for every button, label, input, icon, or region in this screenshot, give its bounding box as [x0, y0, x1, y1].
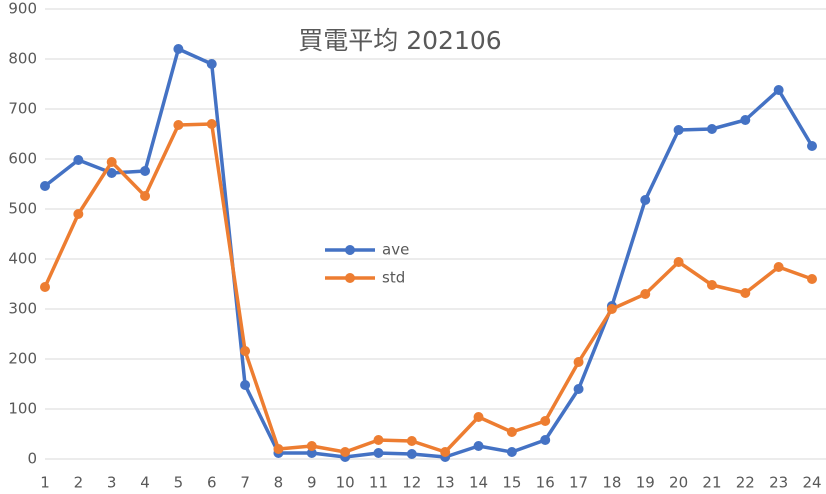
x-tick-label: 10: [336, 474, 355, 492]
x-tick-label: 13: [436, 474, 455, 492]
x-tick-label: 5: [174, 474, 184, 492]
x-tick-label: 1: [40, 474, 50, 492]
data-point: [673, 257, 684, 267]
x-tick-label: 23: [769, 474, 788, 492]
x-tick-label: 14: [469, 474, 488, 492]
data-point: [640, 289, 651, 299]
data-point: [340, 447, 351, 457]
data-point: [473, 441, 484, 451]
data-point: [540, 435, 551, 445]
data-point: [140, 166, 151, 176]
x-tick-label: 8: [274, 474, 284, 492]
data-point: [606, 304, 617, 314]
data-point: [740, 288, 751, 298]
legend-label: std: [382, 269, 405, 287]
data-point: [173, 44, 184, 54]
y-tick-label: 200: [8, 350, 37, 368]
data-point: [406, 449, 417, 459]
data-point: [306, 448, 317, 458]
x-tick-label: 16: [536, 474, 555, 492]
x-tick-label: 11: [369, 474, 388, 492]
x-tick-label: 2: [74, 474, 84, 492]
y-tick-label: 700: [8, 100, 37, 118]
data-point: [406, 436, 417, 446]
x-tick-label: 9: [307, 474, 317, 492]
x-tick-label: 18: [602, 474, 621, 492]
data-point: [506, 447, 517, 457]
data-point: [206, 119, 217, 129]
x-tick-label: 4: [140, 474, 150, 492]
data-point: [506, 427, 517, 437]
data-point: [573, 357, 584, 367]
series-line: [43, 122, 813, 454]
x-tick-label: 3: [107, 474, 117, 492]
legend-marker: [345, 273, 355, 283]
data-point: [573, 384, 584, 394]
data-point: [106, 168, 117, 178]
x-tick-label: 21: [702, 474, 721, 492]
y-tick-label: 500: [8, 200, 37, 218]
x-tick-label: 20: [669, 474, 688, 492]
x-tick-label: 12: [402, 474, 421, 492]
x-tick-label: 22: [736, 474, 755, 492]
y-tick-label: 0: [27, 450, 37, 468]
data-point: [173, 120, 184, 130]
data-point: [273, 444, 284, 454]
series-line: [43, 47, 814, 459]
data-point: [73, 209, 84, 219]
data-point: [740, 115, 751, 125]
data-point: [706, 124, 717, 134]
data-point: [106, 157, 117, 167]
y-tick-label: 800: [8, 50, 37, 68]
y-tick-label: 300: [8, 300, 37, 318]
data-point: [773, 262, 784, 272]
x-tick-label: 17: [569, 474, 588, 492]
x-tick-label: 19: [636, 474, 655, 492]
legend-label: ave: [382, 241, 409, 259]
x-tick-label: 15: [502, 474, 521, 492]
data-point: [40, 181, 50, 191]
data-point: [706, 280, 717, 290]
data-point: [306, 441, 317, 451]
data-point: [373, 448, 384, 458]
y-tick-label: 600: [8, 150, 37, 168]
data-point: [773, 85, 784, 95]
data-point: [240, 380, 251, 390]
data-point: [807, 274, 817, 284]
data-point: [140, 191, 151, 201]
y-tick-label: 100: [8, 400, 37, 418]
chart-title: 買電平均 202106: [298, 26, 501, 55]
data-point: [40, 282, 50, 292]
data-point: [807, 141, 817, 151]
data-point: [240, 346, 251, 356]
data-point: [673, 125, 684, 135]
data-point: [473, 412, 484, 422]
x-tick-label: 24: [802, 474, 821, 492]
data-point: [206, 59, 217, 69]
data-point: [373, 435, 384, 445]
data-point: [640, 195, 651, 205]
data-point: [440, 447, 451, 457]
x-tick-label: 6: [207, 474, 217, 492]
y-tick-label: 400: [8, 250, 37, 268]
legend-marker: [345, 245, 355, 255]
data-point: [540, 416, 551, 426]
y-tick-label: 900: [8, 0, 37, 18]
x-tick-label: 7: [240, 474, 250, 492]
data-point: [73, 155, 84, 165]
